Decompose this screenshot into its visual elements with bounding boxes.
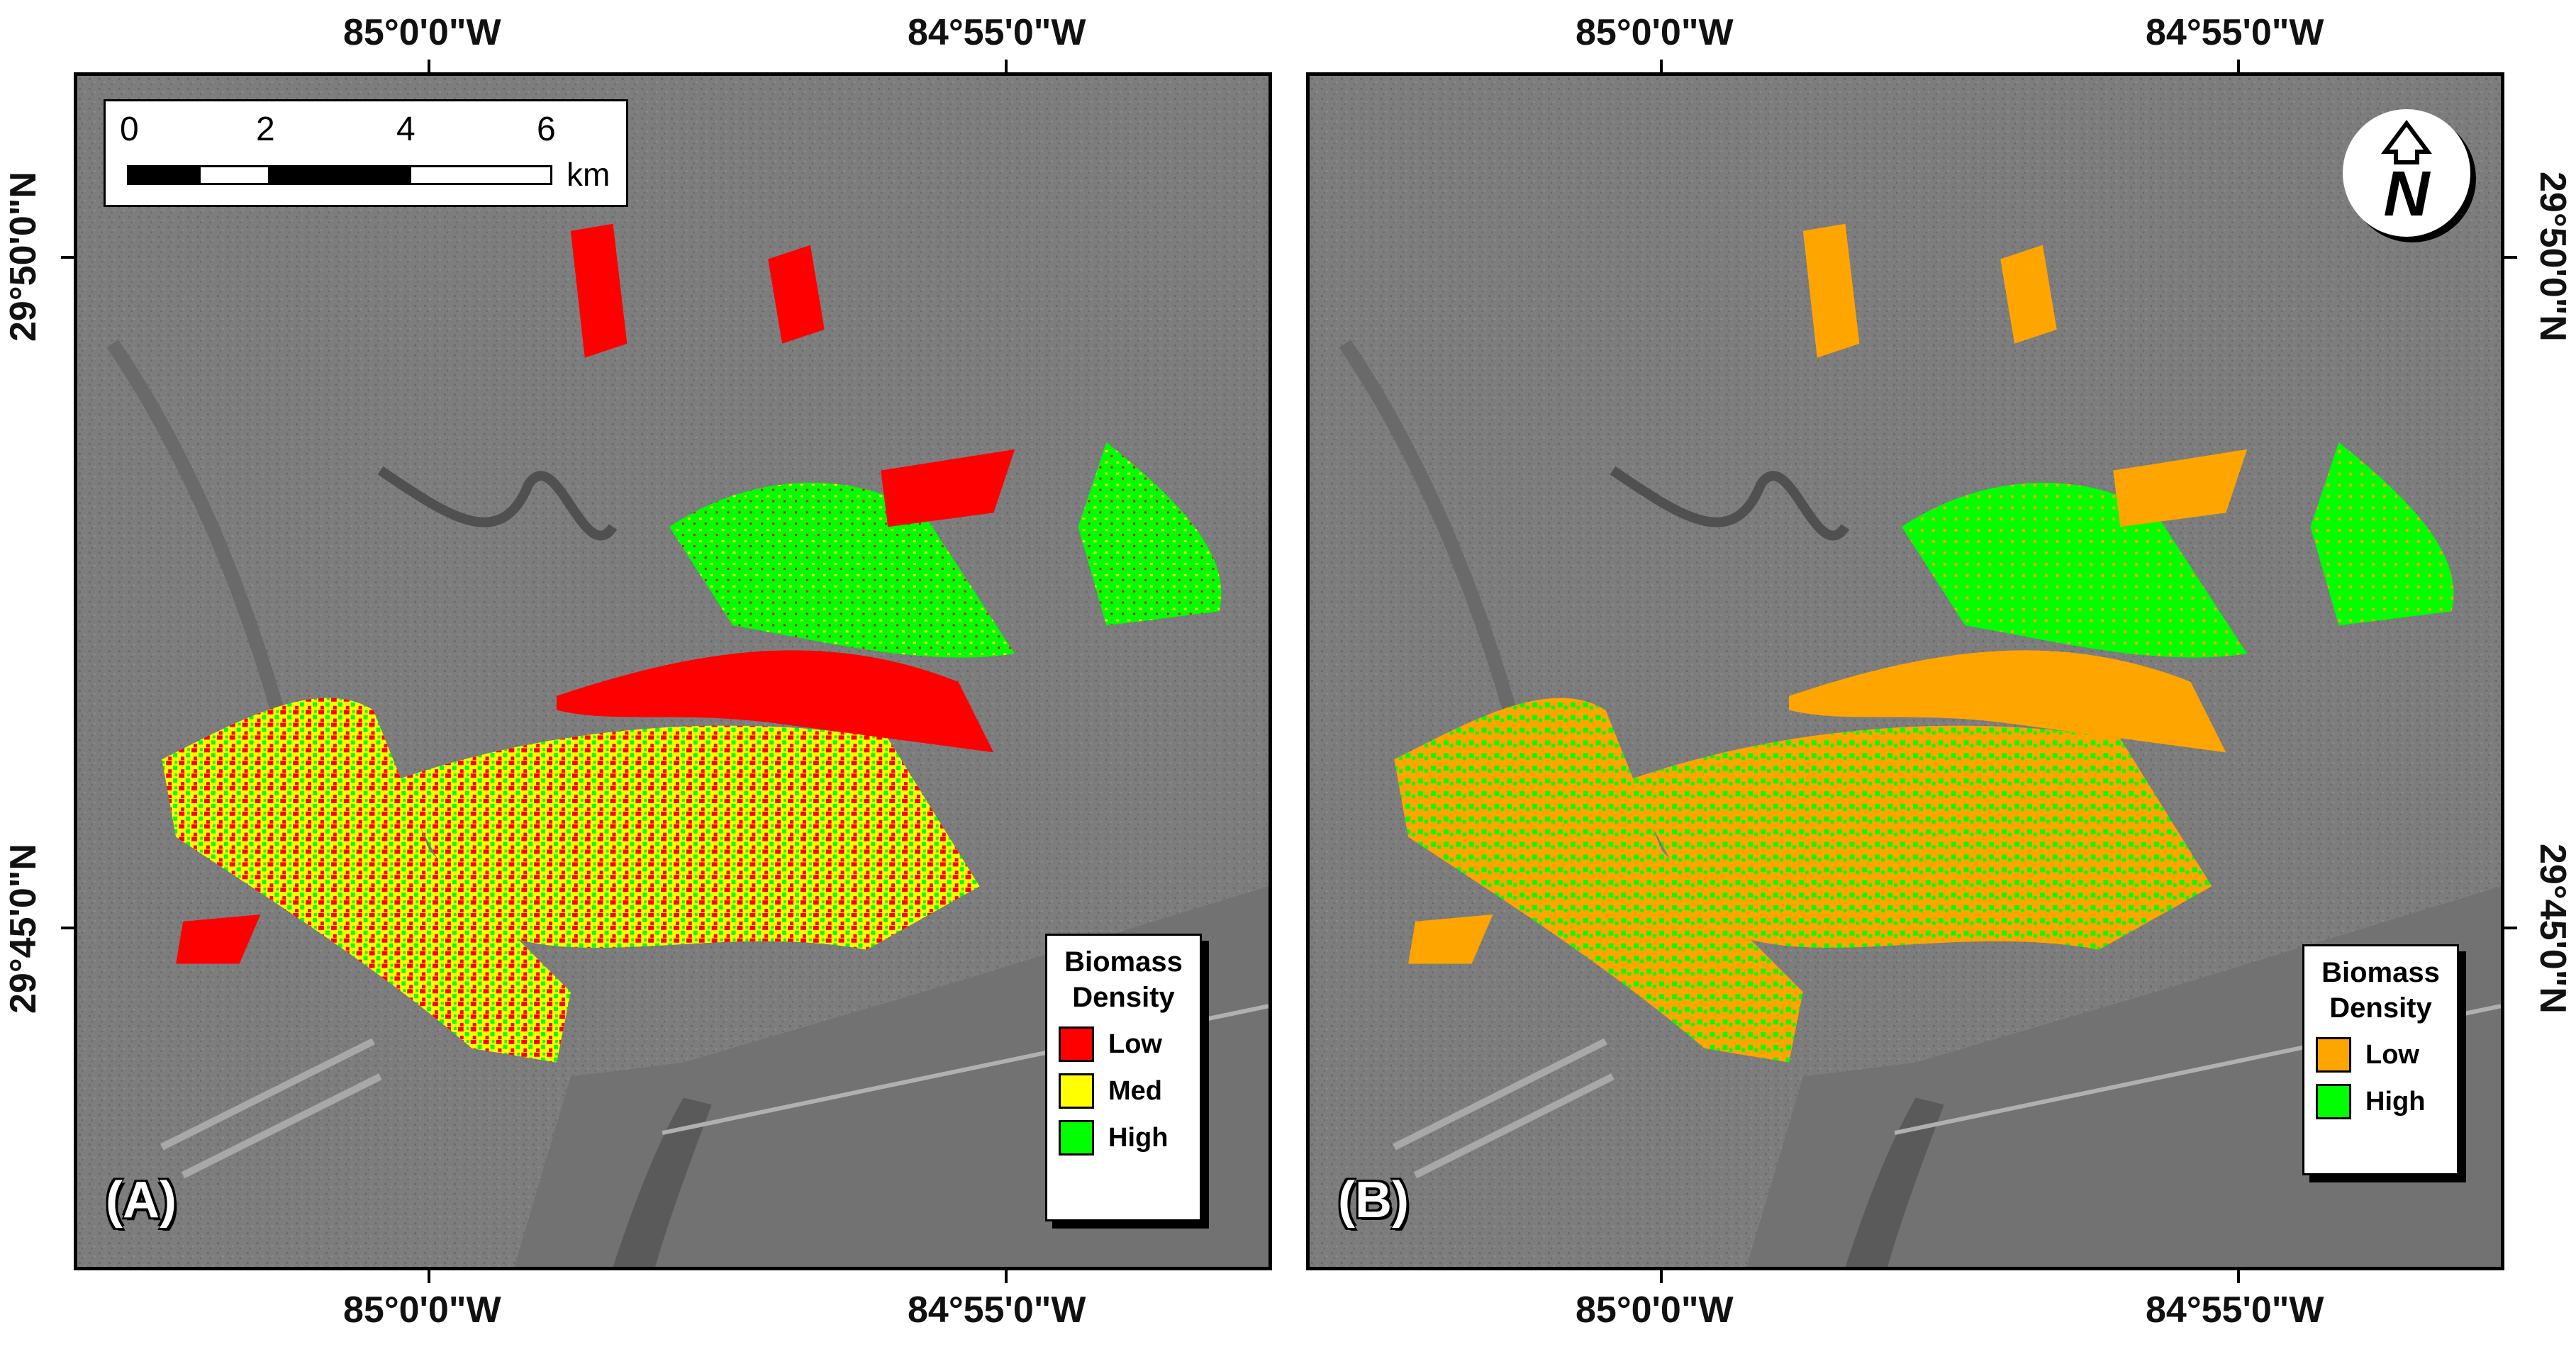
tick (61, 927, 75, 929)
legend-item-high: High (1059, 1120, 1200, 1156)
map-panel-b: Biomass Density Low High (B) (1306, 72, 2504, 1270)
bottom-lon-label-a-left: 85°0'0"W (343, 1289, 501, 1331)
legend-title-line1: Biomass (2321, 957, 2440, 988)
legend-label-high: High (2365, 1086, 2426, 1117)
tick (2237, 60, 2240, 74)
scale-bar-segments (127, 165, 552, 185)
panel-label-b: (B) (1338, 1172, 1409, 1229)
legend-swatch-low (2316, 1037, 2351, 1073)
top-lon-label-b-left: 85°0'0"W (1576, 12, 1734, 53)
left-lat-label-bottom: 29°45'0"N (3, 844, 44, 1014)
right-lat-label-top: 29°50'0"N (2532, 172, 2573, 342)
legend-title-line1: Biomass (1064, 946, 1183, 978)
top-lon-label-a-left: 85°0'0"W (343, 12, 501, 53)
bottom-lon-label-b-left: 85°0'0"W (1576, 1289, 1734, 1331)
legend-swatch-med (1059, 1073, 1094, 1109)
legend-label-high: High (1108, 1122, 1169, 1153)
bottom-lon-label-b-right: 84°55'0"W (2146, 1289, 2324, 1331)
scale-unit: km (567, 156, 610, 193)
right-lat-label-bottom: 29°45'0"N (2532, 844, 2573, 1014)
panel-label-a: (A) (106, 1172, 177, 1229)
scale-tick-4: 4 (396, 111, 416, 148)
tick (2503, 927, 2517, 929)
legend-b: Biomass Density Low High (2302, 944, 2459, 1175)
legend-label-low: Low (1108, 1029, 1162, 1059)
tick (2237, 1269, 2240, 1283)
legend-swatch-high (2316, 1084, 2351, 1119)
legend-title-line2: Density (2329, 992, 2432, 1024)
tick (2503, 256, 2517, 259)
legend-swatch-high (1059, 1120, 1094, 1156)
tick (1005, 60, 1008, 74)
tick (61, 256, 75, 259)
map-panel-a: Biomass Density Low Med High (A) (74, 72, 1272, 1270)
left-lat-label-top: 29°50'0"N (3, 172, 44, 342)
legend-title-line2: Density (1072, 982, 1175, 1013)
legend-label-med: Med (1108, 1075, 1162, 1106)
scale-tick-0: 0 (120, 111, 139, 148)
scale-tick-6: 6 (537, 111, 556, 148)
legend-label-low: Low (2365, 1039, 2419, 1070)
top-lon-label-b-right: 84°55'0"W (2146, 12, 2324, 53)
scale-bar: 0 2 4 6 km (104, 99, 628, 207)
legend-item-low: Low (1059, 1026, 1200, 1062)
legend-item-med: Med (1059, 1073, 1200, 1109)
tick (1005, 1269, 1008, 1283)
legend-a: Biomass Density Low Med High (1045, 934, 1202, 1221)
tick (428, 60, 430, 74)
legend-item-high: High (2316, 1084, 2457, 1119)
legend-swatch-low (1059, 1026, 1094, 1062)
north-arrow-glyph: N (2381, 120, 2432, 230)
bottom-lon-label-a-right: 84°55'0"W (908, 1289, 1086, 1331)
tick (428, 1269, 430, 1283)
top-lon-label-a-right: 84°55'0"W (908, 12, 1086, 53)
tick (1660, 60, 1663, 74)
north-arrow-icon: N (2343, 109, 2470, 237)
north-letter: N (2384, 159, 2431, 230)
scale-tick-2: 2 (256, 111, 275, 148)
legend-item-low: Low (2316, 1037, 2457, 1073)
map-imagery-a (77, 76, 1269, 1267)
tick (1660, 1269, 1663, 1283)
